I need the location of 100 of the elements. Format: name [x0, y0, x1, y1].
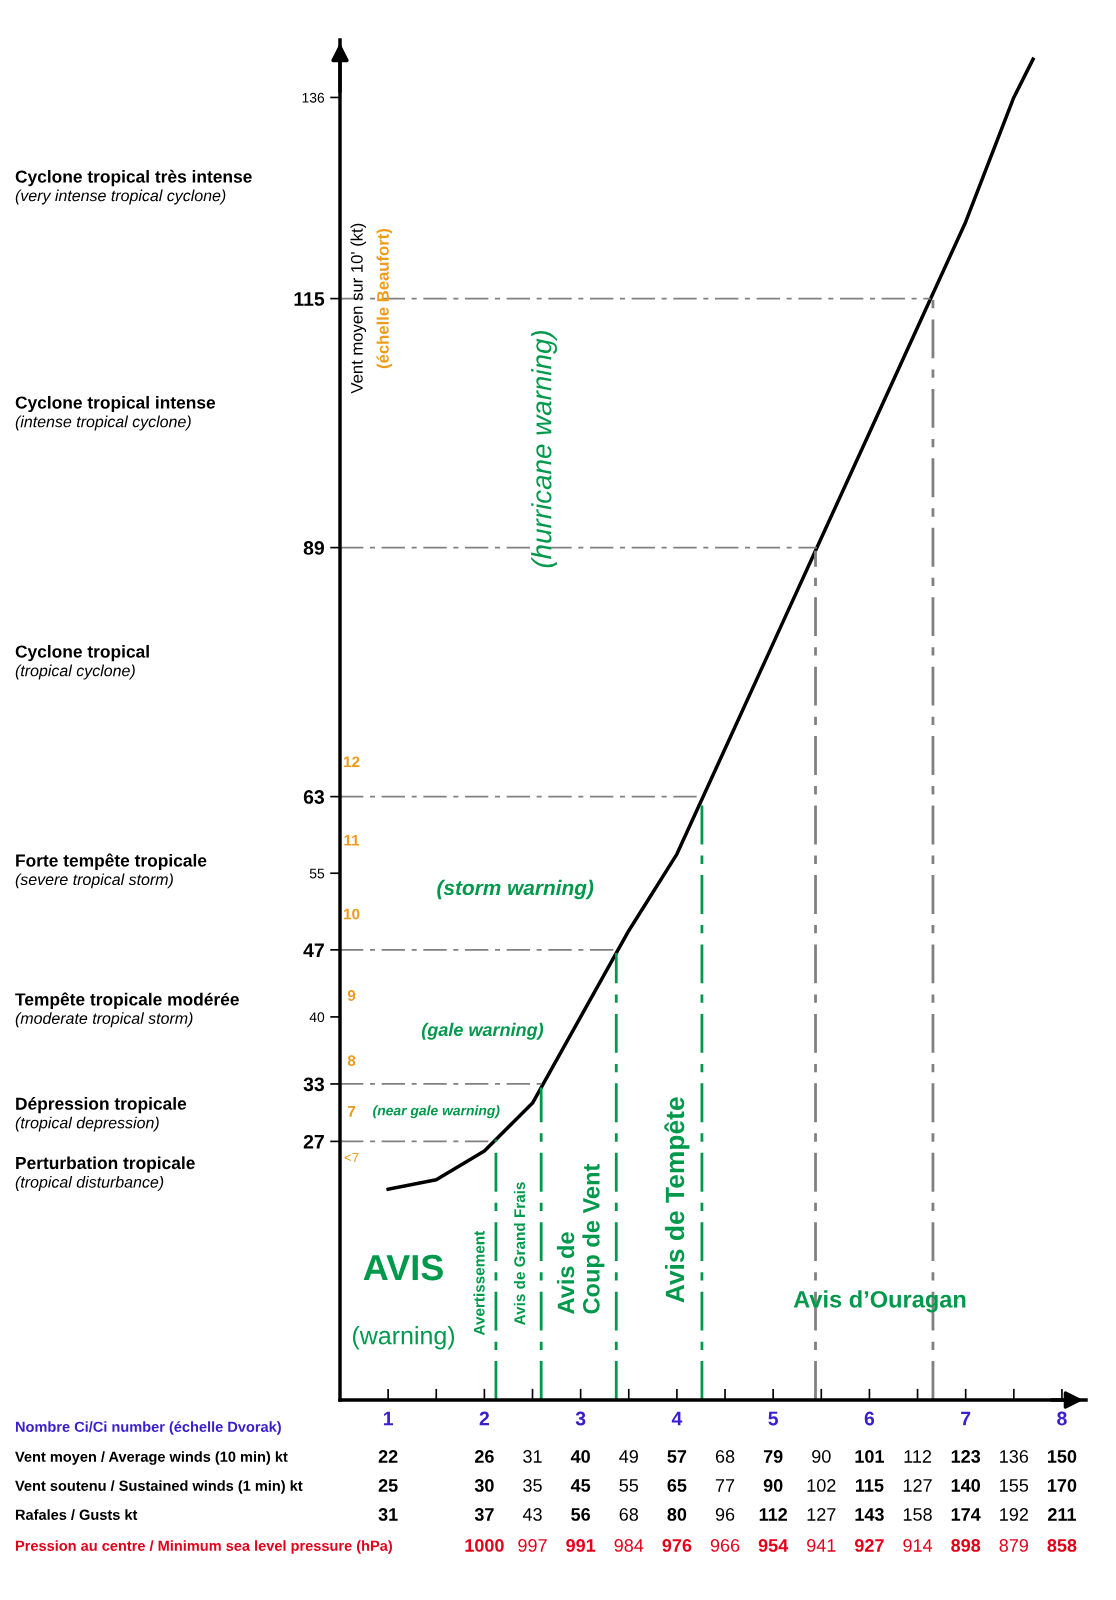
- text: 115: [855, 1479, 884, 1492]
- text: 101: [855, 1450, 884, 1463]
- text: 991: [566, 1539, 596, 1552]
- annotation: 12: [344, 756, 360, 768]
- text: 112: [904, 1450, 932, 1463]
- text: 30: [474, 1479, 494, 1492]
- x-tick-label: 2: [479, 1411, 490, 1426]
- annotation: (warning): [352, 1326, 455, 1350]
- text: 143: [855, 1508, 884, 1521]
- text: Vent moyen / Average winds (10 min) kt: [15, 1451, 288, 1465]
- text: 49: [619, 1450, 638, 1463]
- text: 954: [758, 1539, 789, 1552]
- text: 170: [1048, 1479, 1077, 1492]
- text: 966: [710, 1539, 740, 1552]
- text: 174: [951, 1508, 981, 1521]
- text: 68: [715, 1450, 735, 1463]
- text: 914: [903, 1539, 933, 1552]
- annotation: 8: [347, 1055, 356, 1067]
- annotation: Avis d’Ouragan: [793, 1290, 966, 1313]
- text: 90: [763, 1479, 783, 1492]
- text: Vent soutenu / Sustained winds (1 min) kt: [15, 1480, 303, 1494]
- x-tick-label: 1: [383, 1411, 393, 1426]
- text: 31: [523, 1450, 542, 1463]
- text: Cyclone tropical (tropical cyclone): [15, 644, 149, 680]
- text: 26: [474, 1450, 494, 1463]
- y-tick-label: 33: [303, 1077, 325, 1092]
- x-tick-label: 4: [671, 1411, 683, 1426]
- y-tick-label: 47: [303, 943, 324, 957]
- annotation: (hurricane warning): [531, 330, 558, 568]
- text: 43: [522, 1508, 542, 1521]
- annotation: (storm warning): [437, 879, 594, 900]
- text: 65: [667, 1479, 687, 1492]
- text: 927: [854, 1539, 884, 1552]
- text: Rafales / Gusts kt: [15, 1509, 138, 1521]
- text: 68: [619, 1508, 639, 1521]
- y-tick-label: 115: [294, 292, 325, 306]
- text: 941: [807, 1539, 836, 1552]
- annotation: Avis de Grand Frais: [513, 1182, 526, 1325]
- text: Pression au centre / Minimum sea level pressure (hPa): [15, 1540, 392, 1554]
- text: 984: [614, 1539, 644, 1552]
- text: 127: [903, 1479, 932, 1492]
- text: 35: [523, 1479, 542, 1492]
- text: Cyclone tropical intense (intense tropical cyclone): [15, 395, 216, 431]
- text: 997: [518, 1539, 547, 1552]
- annotation: Avis de Coup de Vent: [556, 1163, 605, 1314]
- text: 45: [570, 1479, 591, 1492]
- annotation: 7: [347, 1106, 356, 1117]
- text: 102: [807, 1479, 836, 1492]
- text: 127: [807, 1508, 836, 1521]
- y-tick-label: 136: [302, 92, 325, 103]
- text: 140: [951, 1479, 980, 1492]
- text: 57: [667, 1450, 687, 1463]
- text: 55: [619, 1479, 639, 1492]
- text: 56: [571, 1508, 591, 1521]
- text: 976: [662, 1539, 692, 1552]
- y-tick-label: 89: [303, 541, 324, 555]
- text: Tempête tropicale modérée (moderate tropical storm): [15, 992, 239, 1028]
- text: 37: [474, 1508, 494, 1521]
- annotation: Avis de Tempête: [664, 1097, 690, 1303]
- y-tick-label: 63: [303, 790, 325, 804]
- text: 1000: [465, 1539, 504, 1552]
- x-tick-label: 8: [1057, 1411, 1067, 1426]
- annotation: AVIS: [363, 1254, 443, 1281]
- text: 211: [1048, 1508, 1076, 1521]
- y-tick-label: 27: [303, 1134, 324, 1149]
- text: 192: [1000, 1508, 1028, 1521]
- text: Forte tempête tropicale (severe tropical storm): [15, 853, 207, 889]
- text: 40: [570, 1450, 590, 1463]
- text: 136: [1000, 1450, 1029, 1463]
- annotation: (gale warning): [421, 1022, 544, 1040]
- x-tick-label: 3: [575, 1411, 586, 1426]
- x-tick-label: 7: [961, 1411, 971, 1426]
- text: 90: [812, 1450, 831, 1463]
- text: Dépression tropicale (tropical depression): [15, 1096, 187, 1132]
- annotation: 10: [344, 908, 360, 920]
- text: 25: [378, 1479, 398, 1492]
- text: 898: [951, 1539, 981, 1552]
- text: Perturbation tropicale (tropical disturbance): [15, 1156, 195, 1191]
- annotation: 11: [344, 835, 360, 846]
- text: 155: [1000, 1479, 1029, 1492]
- annotation: (échelle Beaufort): [376, 229, 393, 369]
- text: 158: [903, 1508, 932, 1521]
- text: Cyclone tropical très intense (very intense tropical cyclone): [15, 169, 252, 205]
- text: 77: [715, 1479, 735, 1492]
- y-tick-label: 55: [309, 868, 325, 879]
- text: 80: [667, 1508, 687, 1521]
- x-tick-label: 5: [768, 1411, 779, 1426]
- text: 123: [951, 1450, 981, 1463]
- annotation: Avertissement: [473, 1230, 485, 1336]
- text: 31: [378, 1508, 398, 1521]
- text: 150: [1048, 1450, 1077, 1463]
- text: 22: [378, 1450, 398, 1463]
- annotation: <7: [344, 1152, 359, 1163]
- y-tick-label: 40: [309, 1012, 325, 1023]
- text: 96: [715, 1508, 735, 1521]
- text: 858: [1047, 1539, 1077, 1552]
- annotation: (near gale warning): [373, 1105, 500, 1119]
- annotation: 9: [347, 990, 356, 1001]
- text: 79: [763, 1450, 783, 1463]
- x-axis-title: Nombre Ci/Ci number (échelle Dvorak): [15, 1421, 281, 1435]
